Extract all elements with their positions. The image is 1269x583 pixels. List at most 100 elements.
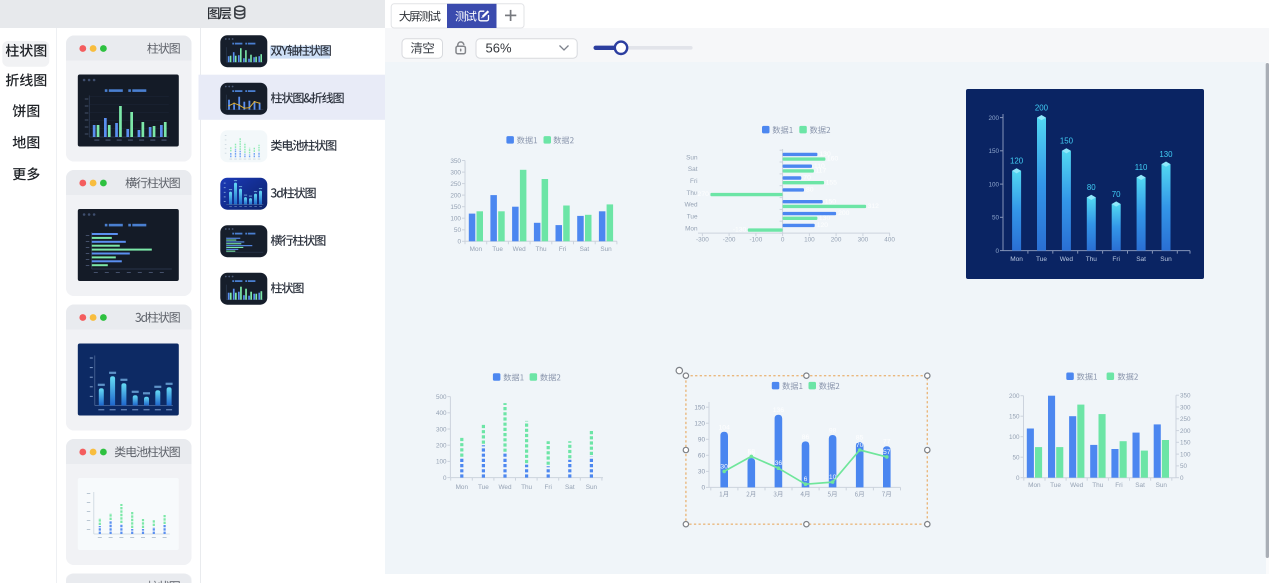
svg-text:120: 120 xyxy=(817,222,829,229)
svg-text:Mon: Mon xyxy=(685,225,698,232)
svg-text:36: 36 xyxy=(775,460,783,467)
svg-text:Mon: Mon xyxy=(1028,482,1041,489)
svg-text:Sun: Sun xyxy=(586,484,598,491)
svg-text:400: 400 xyxy=(884,237,895,244)
svg-text:150: 150 xyxy=(988,148,999,155)
svg-text:136: 136 xyxy=(773,407,785,414)
svg-text:150: 150 xyxy=(694,405,705,412)
svg-text:400: 400 xyxy=(436,410,447,417)
svg-text:120: 120 xyxy=(694,421,705,428)
svg-text:110: 110 xyxy=(1135,163,1148,172)
svg-text:70: 70 xyxy=(1112,190,1121,199)
svg-text:0: 0 xyxy=(1016,475,1020,482)
svg-text:100: 100 xyxy=(1180,451,1191,458)
svg-text:Sun: Sun xyxy=(600,246,612,253)
svg-text:Thu: Thu xyxy=(686,190,697,197)
svg-text:130: 130 xyxy=(819,151,831,158)
svg-text:50: 50 xyxy=(992,215,1000,222)
svg-text:250: 250 xyxy=(1180,416,1191,423)
svg-text:-130: -130 xyxy=(733,227,747,234)
svg-text:90: 90 xyxy=(698,437,706,444)
svg-text:-300: -300 xyxy=(696,237,709,244)
svg-text:Thu: Thu xyxy=(1086,256,1098,263)
svg-text:Thu: Thu xyxy=(521,484,532,491)
svg-text:80: 80 xyxy=(806,187,814,194)
svg-text:200: 200 xyxy=(436,443,447,450)
svg-text:-200: -200 xyxy=(723,237,736,244)
svg-text:Wed: Wed xyxy=(1060,256,1074,263)
svg-text:100: 100 xyxy=(450,216,461,223)
svg-text:200: 200 xyxy=(1009,393,1020,400)
svg-text:200: 200 xyxy=(838,210,850,217)
svg-text:350: 350 xyxy=(450,158,461,165)
svg-text:Wed: Wed xyxy=(498,484,511,491)
svg-text:Fri: Fri xyxy=(559,246,566,253)
svg-text:57: 57 xyxy=(883,449,891,456)
svg-text:Mon: Mon xyxy=(470,246,483,253)
svg-text:Tue: Tue xyxy=(687,214,698,221)
svg-text:Sun: Sun xyxy=(686,154,698,161)
svg-text:100: 100 xyxy=(804,237,815,244)
svg-text:58: 58 xyxy=(748,448,756,455)
svg-text:Wed: Wed xyxy=(684,202,697,209)
svg-text:0: 0 xyxy=(781,237,785,244)
svg-text:200: 200 xyxy=(450,192,461,199)
svg-text:Tue: Tue xyxy=(478,484,489,491)
svg-text:350: 350 xyxy=(1180,393,1191,400)
svg-text:Wed: Wed xyxy=(513,246,526,253)
svg-text:0: 0 xyxy=(457,239,461,246)
svg-text:Tue: Tue xyxy=(1050,482,1061,489)
svg-text:312: 312 xyxy=(868,203,880,210)
svg-text:Sun: Sun xyxy=(1156,482,1168,489)
svg-text:Sat: Sat xyxy=(688,166,698,173)
svg-text:Thu: Thu xyxy=(1092,482,1103,489)
svg-text:Tue: Tue xyxy=(492,246,503,253)
svg-text:80: 80 xyxy=(1087,183,1096,192)
svg-text:160: 160 xyxy=(827,156,839,163)
svg-text:70: 70 xyxy=(856,442,864,449)
svg-text:85: 85 xyxy=(856,435,864,442)
svg-text:50: 50 xyxy=(454,227,462,234)
svg-text:300: 300 xyxy=(858,237,869,244)
svg-text:300: 300 xyxy=(450,169,461,176)
svg-text:150: 150 xyxy=(1180,440,1191,447)
svg-text:Sat: Sat xyxy=(565,484,575,491)
svg-text:-100: -100 xyxy=(750,237,763,244)
svg-text:300: 300 xyxy=(436,426,447,433)
svg-text:Fri: Fri xyxy=(1115,482,1122,489)
svg-text:500: 500 xyxy=(436,394,447,401)
svg-text:130: 130 xyxy=(1159,150,1173,159)
svg-text:Sat: Sat xyxy=(580,246,590,253)
svg-text:150: 150 xyxy=(450,204,461,211)
svg-text:100: 100 xyxy=(988,181,999,188)
svg-text:Mon: Mon xyxy=(1010,256,1023,263)
svg-text:10: 10 xyxy=(829,474,837,481)
svg-text:-270: -270 xyxy=(695,191,709,198)
svg-text:Mon: Mon xyxy=(456,484,469,491)
svg-text:Sat: Sat xyxy=(1135,482,1145,489)
svg-text:Fri: Fri xyxy=(690,178,697,185)
svg-text:110: 110 xyxy=(814,163,825,170)
svg-text:50: 50 xyxy=(1012,455,1020,462)
svg-text:117: 117 xyxy=(815,168,826,175)
svg-text:70: 70 xyxy=(803,175,811,182)
svg-text:150: 150 xyxy=(825,198,837,205)
svg-text:77: 77 xyxy=(883,439,891,446)
svg-text:155: 155 xyxy=(826,179,838,186)
svg-text:Thu: Thu xyxy=(535,246,546,253)
svg-text:200: 200 xyxy=(831,237,842,244)
svg-text:0: 0 xyxy=(443,475,447,482)
svg-text:120: 120 xyxy=(1010,157,1024,166)
svg-text:200: 200 xyxy=(1180,428,1191,435)
svg-text:55: 55 xyxy=(748,451,756,458)
svg-text:86: 86 xyxy=(802,434,810,441)
svg-text:Tue: Tue xyxy=(1036,256,1047,263)
svg-text:30: 30 xyxy=(720,463,728,470)
svg-text:100: 100 xyxy=(436,459,447,466)
svg-text:250: 250 xyxy=(450,181,461,188)
svg-text:Wed: Wed xyxy=(1070,482,1083,489)
svg-text:150: 150 xyxy=(1060,137,1074,146)
svg-text:Fri: Fri xyxy=(544,484,551,491)
svg-text:200: 200 xyxy=(988,115,999,122)
svg-text:130: 130 xyxy=(819,215,831,222)
